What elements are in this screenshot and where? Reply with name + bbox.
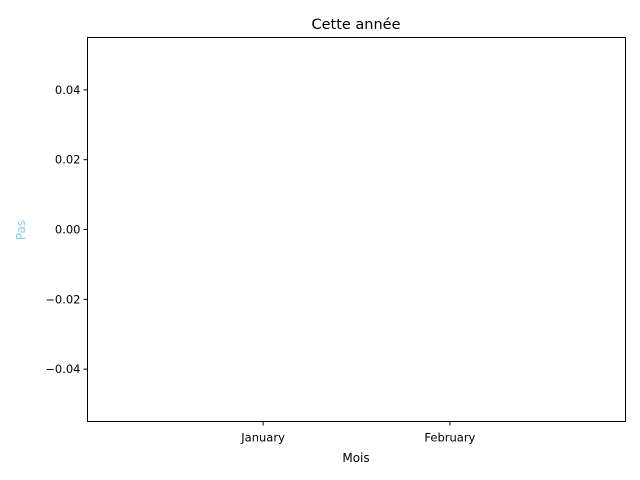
y-axis-label: Pas [14,220,28,240]
x-tick-label: February [424,431,475,445]
x-axis: January February [240,421,476,445]
y-tick-label: 0.04 [55,83,81,97]
y-tick-label: 0.02 [55,153,81,167]
y-tick-label: 0.00 [55,223,81,237]
y-axis: −0.04 −0.02 0.00 0.02 0.04 [45,83,88,376]
x-tick-label: January [240,431,285,445]
y-tick-label: −0.04 [45,362,80,376]
chart-title: Cette année [311,17,400,33]
x-axis-label: Mois [342,451,369,465]
y-tick-label: −0.02 [45,292,80,306]
